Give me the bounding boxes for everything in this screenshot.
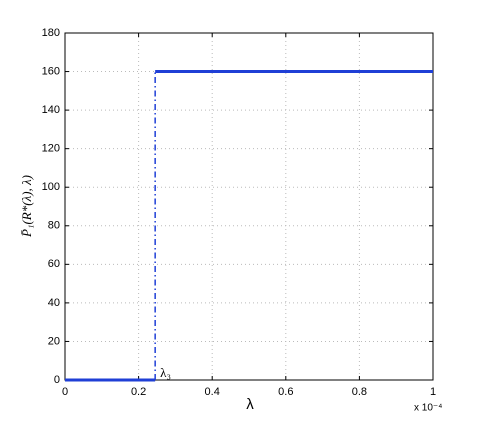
- y-axis-label: P̄₁(R*(λ), λ): [19, 175, 34, 238]
- x-tick-label: 0: [62, 386, 68, 398]
- y-tick-label: 100: [42, 181, 60, 193]
- y-tick-label: 180: [42, 27, 60, 39]
- x-tick-label: 0.2: [131, 386, 146, 398]
- x-axis-label: λ: [246, 396, 254, 413]
- x-tick-label: 0.8: [352, 386, 367, 398]
- plot-frame: [64, 32, 434, 381]
- x-tick-label: 0.4: [205, 386, 220, 398]
- y-tick-label: 120: [42, 143, 60, 155]
- annotation: λ₃: [160, 365, 171, 380]
- y-tick-label: 60: [48, 258, 60, 270]
- y-tick-label: 140: [42, 104, 60, 116]
- x-exponent-label: x 10⁻⁴: [414, 403, 442, 414]
- x-tick-label: 0.6: [278, 386, 293, 398]
- y-tick-label: 20: [48, 335, 60, 347]
- y-tick-label: 0: [54, 374, 60, 386]
- x-tick-label: 1: [430, 386, 436, 398]
- y-tick-label: 160: [42, 65, 60, 77]
- y-tick-label: 40: [48, 297, 60, 309]
- y-tick-label: 80: [48, 220, 60, 232]
